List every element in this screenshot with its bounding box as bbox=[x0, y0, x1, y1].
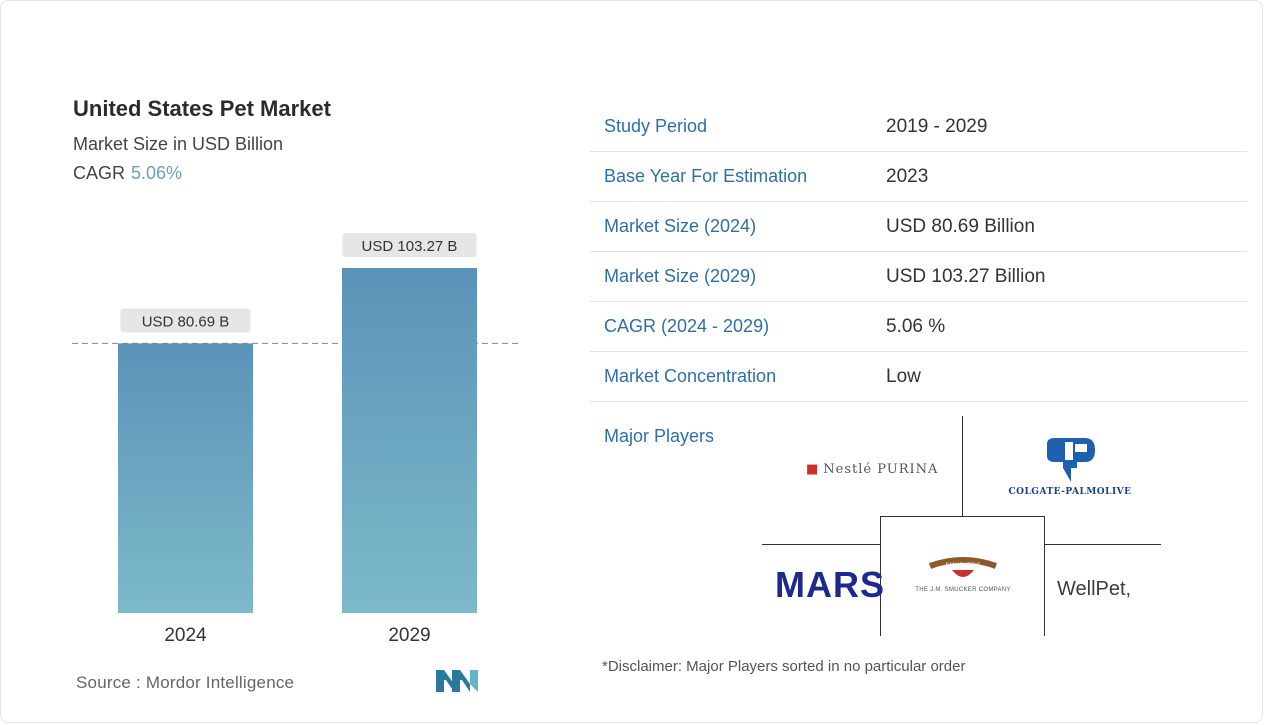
grid-vline-top bbox=[962, 416, 963, 516]
source-text: Source : Mordor Intelligence bbox=[76, 673, 295, 692]
table-row: Base Year For Estimation 2023 bbox=[590, 152, 1247, 202]
row-key: Market Size (2024) bbox=[604, 216, 757, 236]
table-row: Study Period 2019 - 2029 bbox=[590, 102, 1247, 152]
row-value: USD 103.27 Billion bbox=[886, 265, 1046, 287]
grid-hline-right bbox=[1045, 544, 1161, 545]
chart-title: United States Pet Market bbox=[73, 96, 331, 121]
data-label: USD 80.69 B bbox=[142, 313, 230, 330]
bar-2024 bbox=[118, 343, 253, 613]
colgate-emblem-icon bbox=[1047, 438, 1095, 482]
mordor-logo-icon bbox=[436, 670, 478, 692]
row-value: 2019 - 2029 bbox=[886, 115, 988, 137]
row-key: Market Concentration bbox=[604, 366, 777, 386]
row-key: Market Size (2029) bbox=[604, 266, 757, 286]
row-value: 5.06 % bbox=[886, 315, 946, 337]
cagr-line: CAGR 5.06% bbox=[73, 163, 182, 184]
row-value: 2023 bbox=[886, 165, 929, 187]
colgate-logo: COLGATE-PALMOLIVE bbox=[1005, 438, 1135, 497]
table-row: CAGR (2024 - 2029) 5.06 % bbox=[590, 302, 1247, 352]
row-key: Study Period bbox=[604, 116, 708, 136]
x-tick-label: 2024 bbox=[164, 625, 207, 646]
data-label: USD 103.27 B bbox=[362, 238, 458, 255]
data-label-box bbox=[120, 308, 251, 333]
table-row: Market Size (2024) USD 80.69 Billion bbox=[590, 202, 1247, 252]
disclaimer-text: *Disclaimer: Major Players sorted in no … bbox=[602, 658, 966, 675]
colgate-text: COLGATE-PALMOLIVE bbox=[1008, 487, 1132, 497]
data-label-box bbox=[342, 233, 477, 257]
grid-hline-box-top bbox=[880, 516, 1045, 517]
row-key: Base Year For Estimation bbox=[604, 166, 808, 186]
market-summary-table: Study Period 2019 - 2029 Base Year For Est… bbox=[590, 102, 1247, 402]
smucker-emblem-icon: SMUCKER'S bbox=[928, 557, 998, 577]
smucker-logo: SMUCKER'S THE J.M. SMUCKER COMPANY bbox=[908, 556, 1018, 593]
table-row: Market Concentration Low bbox=[590, 352, 1247, 402]
cagr-value: 5.06% bbox=[131, 163, 183, 183]
smucker-text: THE J.M. SMUCKER COMPANY bbox=[915, 587, 1011, 593]
x-tick-label: 2029 bbox=[388, 625, 430, 646]
grid-vline-box-left bbox=[880, 516, 881, 636]
mars-logo: MARS bbox=[775, 564, 885, 605]
table-row: Market Size (2029) USD 103.27 Billion bbox=[590, 252, 1247, 302]
chart-subtitle: Market Size in USD Billion bbox=[73, 134, 284, 154]
major-players-label: Major Players bbox=[604, 426, 715, 446]
row-value: USD 80.69 Billion bbox=[886, 215, 1035, 237]
cagr-label: CAGR bbox=[73, 163, 126, 183]
wellpet-logo: WellPet, bbox=[1057, 578, 1132, 600]
bar-chart: USD 80.69 B 2024 USD 103.27 B 2029 bbox=[72, 233, 522, 646]
row-value: Low bbox=[886, 365, 921, 387]
grid-hline-left bbox=[762, 544, 880, 545]
purina-logo: ■ Nestlé PURINA bbox=[806, 462, 939, 477]
svg-text:SMUCKER'S: SMUCKER'S bbox=[946, 562, 981, 569]
grid-vline-box-right bbox=[1044, 516, 1045, 636]
row-key: CAGR (2024 - 2029) bbox=[604, 316, 770, 336]
purina-checker-icon: ■ bbox=[806, 462, 820, 477]
bar-2029 bbox=[342, 268, 477, 613]
